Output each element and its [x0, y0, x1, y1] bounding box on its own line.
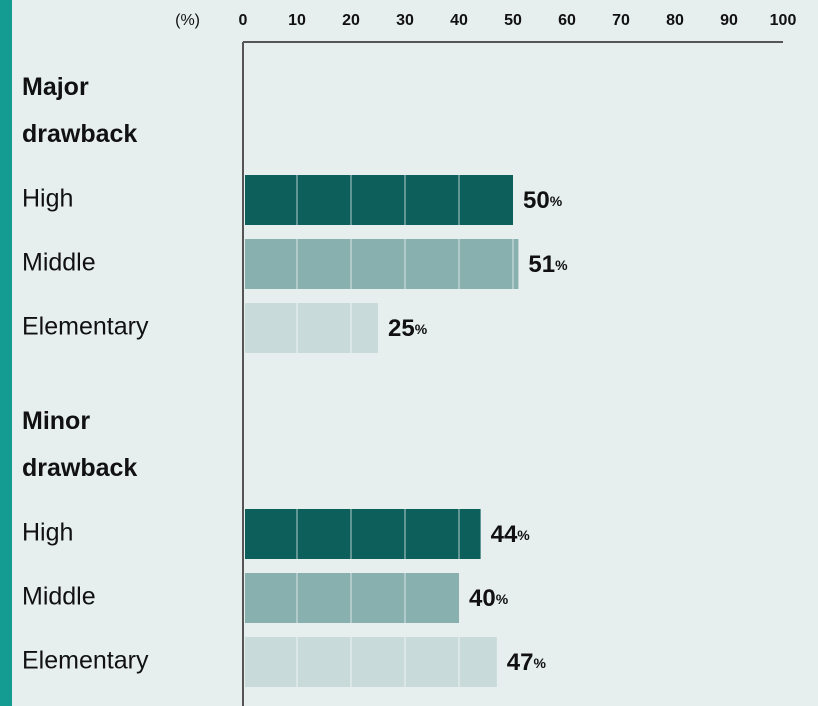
value-label: 51% [528, 251, 568, 278]
category-label: High [22, 519, 73, 547]
bar [245, 573, 459, 623]
x-tick-label: 70 [612, 12, 630, 29]
category-label: Middle [22, 583, 96, 611]
x-tick-label: 20 [342, 12, 360, 29]
side-stripe [0, 0, 12, 706]
axis-label: (%) [175, 12, 200, 29]
x-tick-label: 50 [504, 12, 522, 29]
bar [245, 303, 378, 353]
value-label: 50% [523, 187, 563, 214]
x-tick-label: 0 [239, 12, 248, 29]
x-tick-label: 90 [720, 12, 738, 29]
value-label: 25% [388, 315, 428, 342]
group-label: Minor drawback [22, 407, 137, 482]
x-tick-label: 30 [396, 12, 414, 29]
x-tick-label: 60 [558, 12, 576, 29]
group-label: Major drawback [22, 73, 137, 148]
bar [245, 509, 481, 559]
x-tick-label: 80 [666, 12, 684, 29]
x-tick-label: 10 [288, 12, 306, 29]
category-label: Elementary [22, 313, 149, 341]
bar [245, 637, 497, 687]
category-label: High [22, 185, 73, 213]
value-label: 44% [491, 521, 531, 548]
bar [245, 175, 513, 225]
x-tick-label: 100 [770, 12, 797, 29]
category-label: Middle [22, 249, 96, 277]
category-label: Elementary [22, 647, 149, 675]
value-label: 47% [507, 649, 547, 676]
x-tick-label: 40 [450, 12, 468, 29]
value-label: 40% [469, 585, 509, 612]
bar [245, 239, 519, 289]
